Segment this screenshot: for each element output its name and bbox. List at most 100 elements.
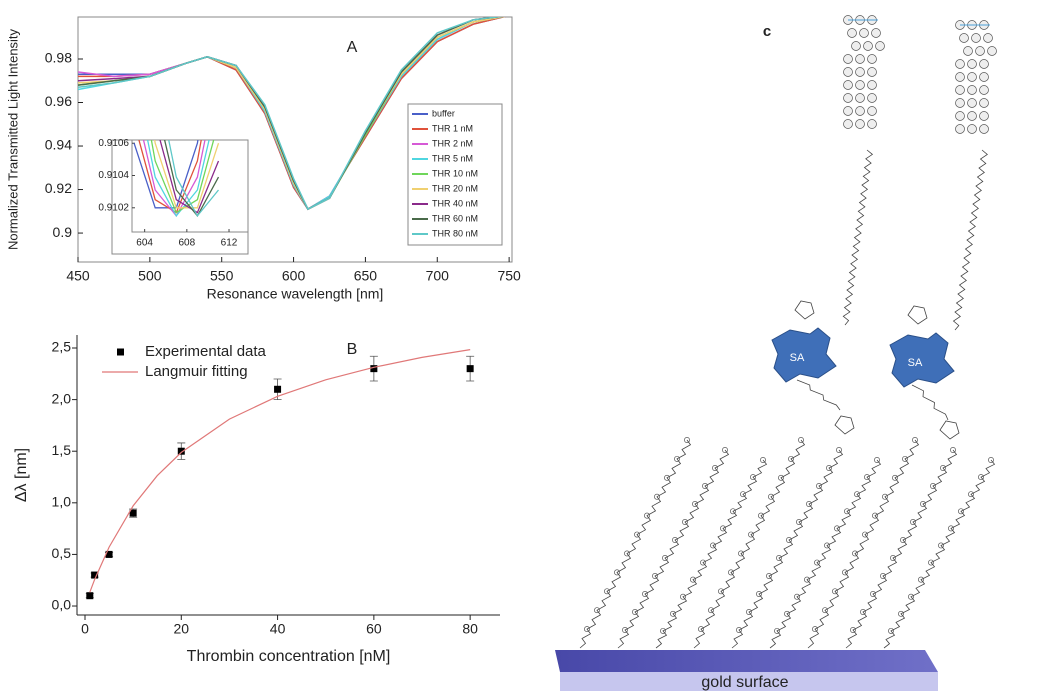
chain [842, 149, 874, 326]
nucleotide [855, 80, 865, 90]
legend-label: THR 5 nM [432, 153, 473, 163]
x-tick-label: 550 [210, 268, 234, 284]
chain [807, 439, 920, 649]
protein [771, 327, 837, 383]
nucleotide [979, 124, 989, 134]
legend-label: THR 10 nM [432, 168, 478, 178]
x-axis-label: Resonance wavelength [nm] [207, 286, 384, 302]
data-point [370, 365, 378, 373]
nucleotide [867, 119, 877, 129]
annotation: A [347, 39, 358, 56]
nucleotide [855, 54, 865, 64]
nucleotide [979, 111, 989, 121]
nucleotide [955, 124, 965, 134]
chain [655, 459, 768, 649]
chain [769, 459, 882, 649]
nucleotide [843, 80, 853, 90]
y-axis-label: Δλ [nm] [13, 448, 30, 502]
x-tick-label: 450 [66, 268, 90, 284]
inset-x-tick-label: 604 [136, 238, 153, 249]
nucleotide [847, 28, 857, 38]
y-tick-label: 0.94 [45, 137, 72, 153]
inset-line [150, 140, 215, 214]
legend-label: Langmuir fitting [145, 363, 248, 380]
y-tick-label: 0,5 [52, 545, 72, 561]
inset-line [168, 140, 220, 218]
protein-label: SA [790, 352, 805, 364]
data-point [129, 509, 137, 517]
y-tick-label: 0.9 [53, 224, 73, 240]
inset-line [154, 140, 220, 209]
nucleotide [855, 106, 865, 116]
plot-frame [77, 335, 500, 615]
nucleotide [971, 33, 981, 43]
x-tick-label: 750 [497, 268, 521, 284]
inset-x-tick-label: 612 [221, 238, 238, 249]
panel-label: c [763, 23, 771, 40]
data-point [466, 365, 474, 373]
data-point [86, 592, 94, 600]
x-tick-label: 650 [354, 268, 378, 284]
nucleotide [967, 59, 977, 69]
nucleotide [987, 46, 997, 56]
diagram: gold surface c SA SA [555, 15, 997, 691]
annotation: B [347, 341, 358, 358]
plot-area [78, 17, 507, 211]
nucleotide [843, 119, 853, 129]
nucleotide [979, 59, 989, 69]
nucleotide [867, 54, 877, 64]
protein [889, 332, 955, 388]
series-line [89, 349, 471, 593]
nucleotide [955, 72, 965, 82]
nucleotide [867, 93, 877, 103]
series-line [78, 17, 503, 211]
data-point [274, 385, 282, 393]
nucleotide [867, 80, 877, 90]
y-tick-label: 2,0 [52, 390, 72, 406]
nucleotide [967, 72, 977, 82]
x-tick-label: 80 [462, 621, 478, 637]
x-tick-label: 600 [282, 268, 306, 284]
inset-line [146, 140, 210, 218]
y-tick-label: 0.98 [45, 50, 72, 66]
nucleotide [967, 111, 977, 121]
chain [731, 449, 844, 649]
data-point [177, 447, 185, 455]
inset-area [133, 140, 220, 218]
nucleotide [975, 46, 985, 56]
nucleotide [855, 93, 865, 103]
inset-y-tick-label: 0.9102 [98, 202, 129, 213]
x-tick-label: 60 [366, 621, 382, 637]
nucleotide [955, 98, 965, 108]
chain [693, 439, 806, 649]
legend-label: THR 80 nM [432, 228, 478, 238]
nucleotide [875, 41, 885, 51]
inset-plot [131, 139, 249, 233]
legend-label: THR 60 nM [432, 213, 478, 223]
x-axis-label: Thrombin concentration [nM] [187, 648, 391, 665]
protein-label: SA [908, 357, 923, 369]
nucleotide [843, 106, 853, 116]
legend-label: THR 2 nM [432, 138, 473, 148]
ring [794, 300, 815, 320]
chain [796, 379, 841, 411]
nucleotide [979, 85, 989, 95]
inset-line [159, 140, 220, 214]
nucleotide [851, 41, 861, 51]
nucleotide [955, 85, 965, 95]
chain [845, 449, 958, 649]
chain [952, 149, 988, 331]
data-point [91, 571, 99, 579]
x-tick-label: 700 [426, 268, 450, 284]
y-axis-label: Normalized Transmitted Light Intensity [5, 28, 20, 250]
nucleotide [863, 41, 873, 51]
chain [579, 439, 692, 649]
nucleotide [955, 111, 965, 121]
gold-surface-front [560, 672, 938, 691]
legend-label: THR 20 nM [432, 183, 478, 193]
y-tick-label: 0,0 [52, 597, 72, 613]
surface-label: gold surface [701, 674, 788, 691]
chain [911, 384, 949, 421]
nucleotide [955, 59, 965, 69]
x-tick-label: 0 [81, 621, 89, 637]
